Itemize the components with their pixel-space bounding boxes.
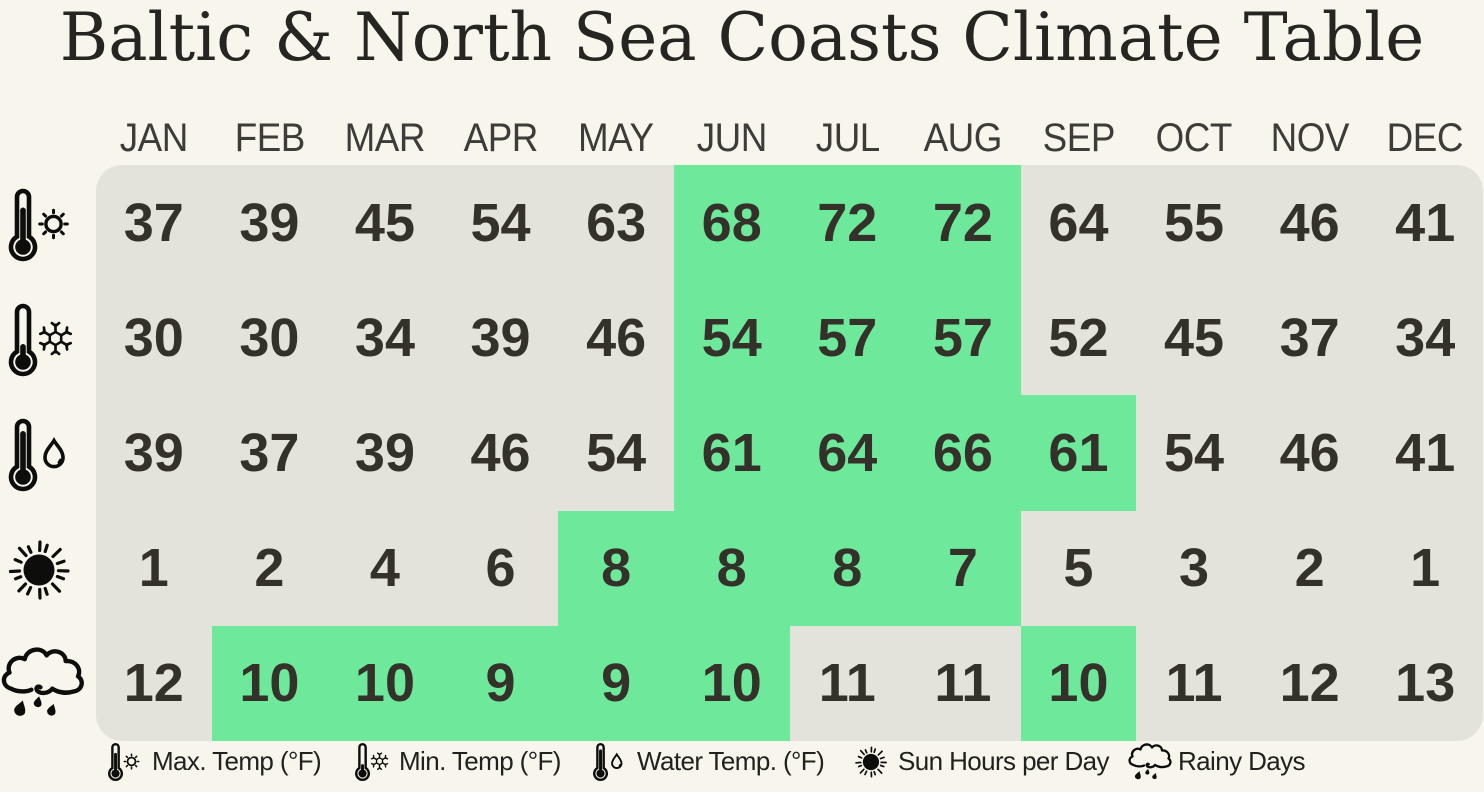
table-cell: 57 (905, 280, 1021, 396)
legend-item: Water Temp. (°F) (589, 738, 825, 786)
table-cell: 30 (211, 280, 328, 396)
table-cell: 1 (1367, 510, 1483, 626)
table-cell: 11 (905, 625, 1021, 741)
table-cell: 54 (673, 280, 790, 396)
thermometer-snowflake-icon (1, 300, 85, 380)
table-cell: 61 (1020, 395, 1137, 511)
month-header-row: JAN FEB MAR APR MAY JUN JUL AUG SEP OCT … (96, 114, 1483, 162)
table-cell: 45 (327, 165, 443, 281)
rain-cloud-icon (1126, 739, 1170, 785)
table-cell: 12 (1251, 625, 1368, 741)
legend-label: Min. Temp (°F) (399, 745, 561, 776)
table-cell: 8 (558, 510, 674, 626)
legend-item: Rainy Days (1126, 738, 1306, 786)
table-cell: 72 (905, 165, 1021, 281)
table-cell: 10 (327, 625, 443, 741)
legend-item: Min. Temp (°F) (351, 738, 561, 786)
sun-icon (0, 530, 83, 610)
legend-label: Rainy Days (1178, 745, 1306, 776)
table-cell: 10 (1020, 625, 1137, 741)
month-header-jun: JUN (696, 116, 768, 160)
legend-label: Water Temp. (°F) (637, 745, 825, 776)
thermometer-snowflake-icon (351, 741, 395, 783)
table-cell: 39 (442, 280, 559, 396)
table-cell: 11 (789, 625, 906, 741)
table-cell: 12 (96, 625, 212, 741)
legend-item: Max. Temp (°F) (104, 738, 322, 786)
table-cell: 11 (1136, 625, 1252, 741)
table-cell: 46 (1251, 395, 1368, 511)
table-cell: 6 (442, 510, 559, 626)
sun-icon (850, 741, 894, 783)
thermometer-droplet-icon (1, 415, 85, 495)
table-cell: 37 (211, 395, 328, 511)
legend-item: Sun Hours per Day (850, 738, 1110, 786)
month-header-jul: JUL (815, 116, 880, 160)
legend-label: Sun Hours per Day (898, 745, 1110, 776)
table-cell: 34 (1367, 280, 1483, 396)
table-cell: 37 (96, 165, 212, 281)
table-cell: 1 (96, 510, 212, 626)
table-cell: 39 (96, 395, 212, 511)
table-cell: 8 (789, 510, 906, 626)
month-header-may: MAY (578, 116, 654, 160)
table-cell: 37 (1251, 280, 1368, 396)
table-cell: 41 (1367, 165, 1483, 281)
table-cell: 55 (1136, 165, 1252, 281)
climate-table: 37 39 45 54 63 68 72 72 64 55 46 41 30 3… (96, 165, 1483, 741)
table-cell: 39 (327, 395, 443, 511)
table-cell: 46 (1251, 165, 1368, 281)
month-header-feb: FEB (234, 116, 305, 160)
month-header-jan: JAN (119, 116, 189, 160)
table-cell: 64 (1020, 165, 1137, 281)
table-cell: 54 (1136, 395, 1252, 511)
table-cell: 5 (1020, 510, 1137, 626)
table-cell: 2 (1251, 510, 1368, 626)
table-cell: 8 (673, 510, 790, 626)
table-cell: 3 (1136, 510, 1252, 626)
thermometer-droplet-icon (589, 741, 633, 783)
table-cell: 46 (442, 395, 559, 511)
month-header-dec: DEC (1387, 116, 1464, 160)
month-header-apr: APR (463, 116, 538, 160)
table-cell: 2 (211, 510, 328, 626)
month-header-sep: SEP (1042, 116, 1115, 160)
table-cell: 45 (1136, 280, 1252, 396)
table-cell: 54 (442, 165, 559, 281)
table-cell: 54 (558, 395, 674, 511)
table-cell: 10 (211, 625, 328, 741)
table-cell: 46 (558, 280, 674, 396)
table-cell: 9 (442, 625, 559, 741)
table-cell: 7 (905, 510, 1021, 626)
thermometer-sun-icon (104, 741, 148, 783)
table-cell: 34 (327, 280, 443, 396)
table-cell: 39 (211, 165, 328, 281)
table-cell: 52 (1020, 280, 1137, 396)
month-header-aug: AUG (923, 116, 1003, 160)
thermometer-sun-icon (1, 185, 85, 265)
rain-cloud-icon (0, 639, 79, 727)
table-cell: 30 (96, 280, 212, 396)
table-cell: 13 (1367, 625, 1483, 741)
month-header-mar: MAR (344, 116, 426, 160)
table-cell: 4 (327, 510, 443, 626)
month-header-nov: NOV (1270, 116, 1349, 160)
table-cell: 9 (558, 625, 674, 741)
legend-label: Max. Temp (°F) (152, 745, 322, 776)
page-title: Baltic & North Sea Coasts Climate Table (59, 0, 1425, 76)
table-cell: 10 (673, 625, 790, 741)
table-cell: 57 (789, 280, 906, 396)
table-cell: 64 (789, 395, 906, 511)
table-cell: 41 (1367, 395, 1483, 511)
table-cell: 63 (558, 165, 674, 281)
table-cell: 68 (673, 165, 790, 281)
table-cell: 61 (673, 395, 790, 511)
table-cell: 66 (905, 395, 1021, 511)
table-cell: 72 (789, 165, 906, 281)
month-header-oct: OCT (1155, 116, 1233, 160)
